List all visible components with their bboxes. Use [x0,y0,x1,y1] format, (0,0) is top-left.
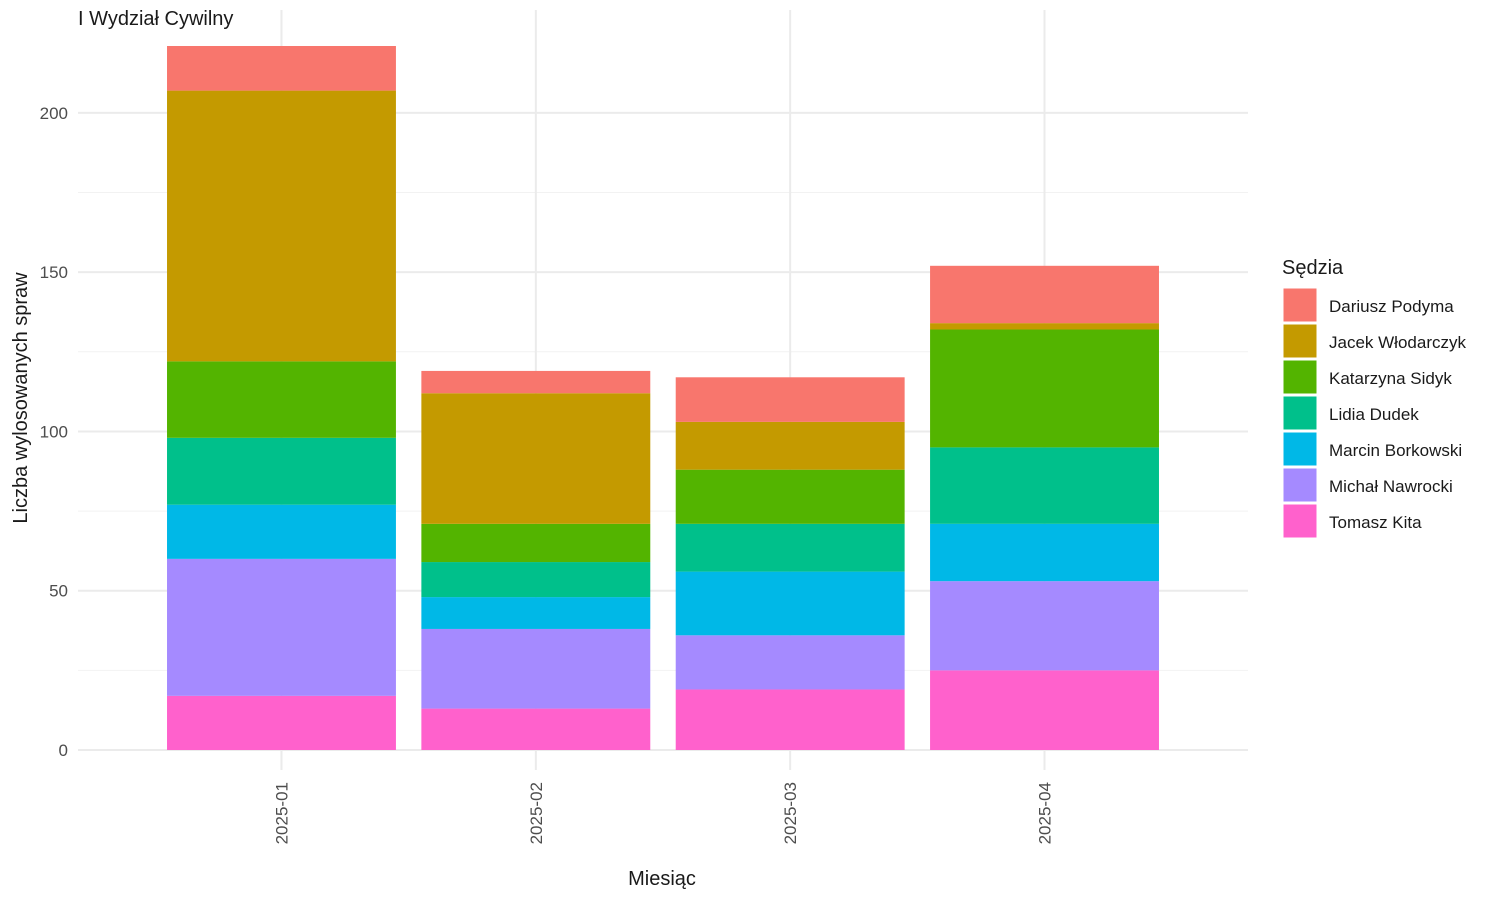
bar-segment [930,523,1159,582]
legend-label: Lidia Dudek [1329,405,1419,424]
bar-segment [421,597,651,629]
bar-segment [930,323,1159,330]
legend-items: Dariusz Podyma Jacek Włodarczyk Katarzyna … [1282,287,1466,539]
legend-key [1282,431,1318,467]
legend-key [1282,323,1318,359]
bar-segment [421,708,651,750]
x-axis-title: Miesiąc [628,868,696,890]
x-tick-label: 2025-04 [1036,782,1055,844]
bar-segment [421,562,651,598]
legend-key [1282,395,1318,431]
bar-segment [930,670,1159,750]
bar-segment [675,523,905,572]
chart-title: I Wydział Cywilny [78,8,234,30]
bar-segment [675,421,905,470]
bar-segment [930,265,1159,324]
bar-segment [421,393,651,524]
y-tick-label: 200 [40,104,68,123]
bar-segment [421,370,651,394]
x-tick-label: 2025-01 [272,782,291,844]
y-tick-label: 50 [49,582,68,601]
legend: Sędzia Dariusz Podyma Jacek Włodarczyk Kat… [1282,257,1466,539]
bar-segment [421,628,651,709]
legend-key [1282,503,1318,539]
bar-segment [675,377,905,422]
legend-label: Marcin Borkowski [1329,441,1462,460]
bar-segment [167,361,396,438]
bar-segment [930,447,1159,524]
legend-key [1282,359,1318,395]
legend-label: Katarzyna Sidyk [1329,369,1452,388]
bar-segment [675,571,905,636]
legend-label: Jacek Włodarczyk [1329,333,1466,352]
legend-label: Michał Nawrocki [1329,477,1453,496]
bar-segment [167,504,396,559]
y-tick-label: 150 [40,263,68,282]
bar-segment [675,635,905,690]
bar-segment [167,695,396,750]
bars-layer [167,46,1159,750]
legend-title: Sędzia [1282,257,1344,279]
bar-segment [167,558,396,696]
x-tick-label: 2025-02 [527,782,546,844]
y-tick-label: 100 [40,422,68,441]
bar-segment [167,90,396,362]
legend-key [1282,287,1318,323]
bar-segment [167,46,396,91]
bar-segment [930,329,1159,448]
bar-segment [930,581,1159,671]
x-tick-label: 2025-03 [781,782,800,844]
y-tick-label: 0 [59,741,68,760]
bar-segment [675,469,905,524]
legend-label: Tomasz Kita [1329,513,1422,532]
bar-segment [167,437,396,505]
legend-key [1282,467,1318,503]
legend-label: Dariusz Podyma [1329,297,1454,316]
axes-layer: 0 50 100 150 200 2025-01 2025-02 2025-03 2025-04 [40,104,1055,844]
y-axis-title: Liczba wylosowanych spraw [10,272,32,524]
bar-segment [421,523,651,563]
bar-segment [675,689,905,750]
